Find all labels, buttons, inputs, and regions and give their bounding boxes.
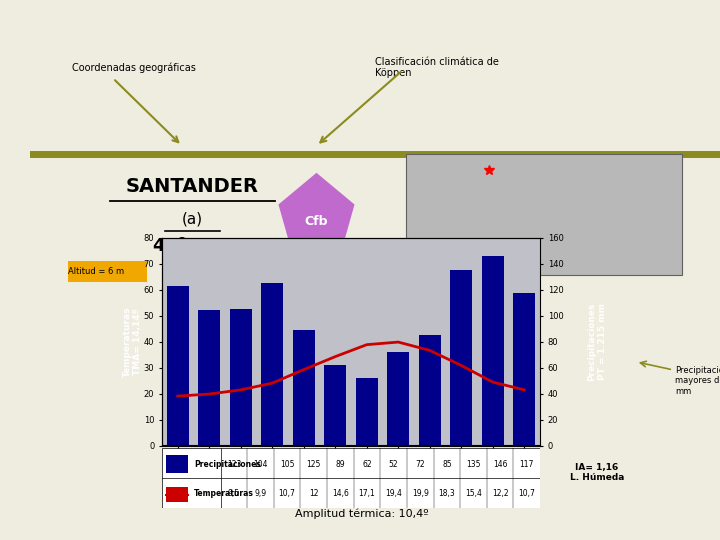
Text: 19,4: 19,4: [385, 489, 402, 498]
Text: 9,5: 9,5: [228, 489, 240, 498]
Bar: [198, 310, 220, 446]
Bar: [387, 352, 409, 446]
Text: 52: 52: [389, 460, 398, 469]
Bar: [230, 309, 252, 446]
FancyBboxPatch shape: [68, 261, 148, 282]
Text: 10,7: 10,7: [518, 489, 535, 498]
FancyBboxPatch shape: [406, 154, 682, 275]
Text: 17,1: 17,1: [359, 489, 375, 498]
Text: 15,4: 15,4: [465, 489, 482, 498]
Text: 89: 89: [336, 460, 345, 469]
Text: Temperaturas: Temperaturas: [194, 489, 254, 498]
Text: 123: 123: [227, 460, 241, 469]
Bar: [166, 487, 189, 502]
Text: Precipitaciones
mayores de 800
mm: Precipitaciones mayores de 800 mm: [675, 366, 720, 396]
Text: 72: 72: [415, 460, 425, 469]
Text: 117: 117: [520, 460, 534, 469]
Text: Clasificación climática de
Köppen: Clasificación climática de Köppen: [375, 57, 499, 78]
Text: 105: 105: [280, 460, 294, 469]
Text: Precipitaciones
PT = 1.215 mm: Precipitaciones PT = 1.215 mm: [588, 302, 606, 381]
Text: Precipitaciones: Precipitaciones: [194, 460, 261, 469]
Text: 18,3: 18,3: [438, 489, 455, 498]
Text: Temperaturas
TMA= 14,14º: Temperaturas TMA= 14,14º: [123, 306, 142, 377]
Text: 12: 12: [309, 489, 318, 498]
Text: 12,2: 12,2: [492, 489, 508, 498]
Text: 62: 62: [362, 460, 372, 469]
Text: Altitud = 6 m: Altitud = 6 m: [68, 267, 124, 276]
Text: 146: 146: [492, 460, 508, 469]
Bar: [513, 293, 535, 446]
Text: 43º25'N: 43º25'N: [152, 237, 233, 255]
Text: IA= 1,16
L. Húmeda: IA= 1,16 L. Húmeda: [570, 463, 624, 482]
Polygon shape: [279, 173, 354, 256]
Bar: [356, 378, 378, 446]
Text: Cfb: Cfb: [305, 215, 328, 228]
Text: 10,7: 10,7: [279, 489, 296, 498]
Text: Amplitud térmica: 10,4º: Amplitud térmica: 10,4º: [294, 509, 428, 519]
Text: SANTANDER: SANTANDER: [126, 177, 258, 196]
Text: 85: 85: [442, 460, 451, 469]
Text: 9,9: 9,9: [254, 489, 266, 498]
Bar: [166, 455, 189, 473]
Bar: [450, 270, 472, 446]
Bar: [293, 330, 315, 446]
Text: 135: 135: [467, 460, 481, 469]
Bar: [482, 256, 504, 446]
Text: 19,9: 19,9: [412, 489, 428, 498]
Text: Coordenadas geográficas: Coordenadas geográficas: [71, 62, 196, 73]
Text: (a): (a): [181, 211, 203, 226]
Bar: [324, 365, 346, 446]
Text: 14,6: 14,6: [332, 489, 348, 498]
Text: 03º49'O: 03º49'O: [220, 265, 301, 283]
Bar: [167, 286, 189, 446]
Bar: [261, 283, 283, 446]
Bar: [419, 335, 441, 446]
Text: 125: 125: [307, 460, 321, 469]
Text: 104: 104: [253, 460, 268, 469]
